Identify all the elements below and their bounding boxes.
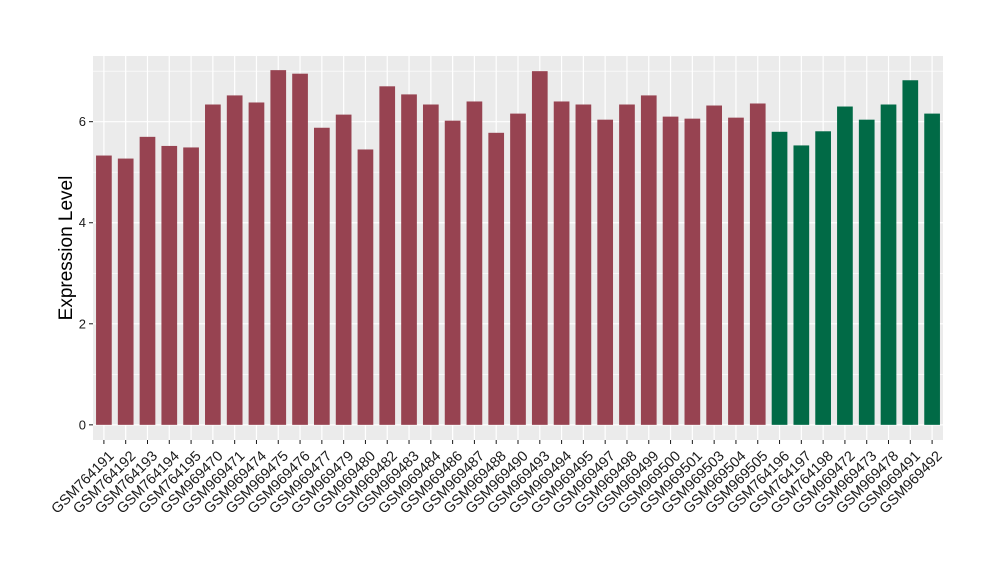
bar <box>270 70 287 425</box>
bar <box>706 105 722 425</box>
bar <box>422 104 439 425</box>
bar <box>183 147 199 425</box>
y-tick-label: 4 <box>79 215 86 230</box>
x-axis: GSM764191GSM764192GSM764193GSM764194GSM7… <box>49 440 946 517</box>
bar <box>662 116 679 425</box>
bar <box>728 117 744 425</box>
bar <box>314 127 330 425</box>
bar <box>292 73 308 425</box>
bar <box>553 101 570 425</box>
bar <box>924 113 940 425</box>
bar <box>96 155 112 425</box>
bar <box>510 113 526 425</box>
bar <box>488 132 505 425</box>
bar <box>597 119 614 425</box>
bar <box>640 95 657 425</box>
bar <box>226 95 243 425</box>
bar <box>902 80 919 425</box>
bars <box>96 70 940 425</box>
bar <box>139 136 156 425</box>
y-tick-label: 6 <box>79 114 86 129</box>
bar <box>401 94 417 425</box>
bar <box>531 71 548 425</box>
bar <box>619 104 635 425</box>
y-axis-title: Expression Level <box>56 176 77 321</box>
bar <box>335 114 352 425</box>
bar <box>815 131 831 425</box>
bar <box>205 104 221 425</box>
bar <box>117 158 134 425</box>
bar <box>575 104 592 425</box>
bar <box>793 145 810 425</box>
bar <box>444 120 461 425</box>
bar <box>684 118 701 425</box>
y-axis: 0 2 4 6 <box>79 114 93 432</box>
bar <box>161 145 178 425</box>
bar <box>749 103 766 425</box>
bar <box>466 101 483 425</box>
bar <box>771 131 788 425</box>
y-tick-label: 0 <box>79 417 86 432</box>
bar <box>858 119 875 425</box>
bar <box>248 102 265 425</box>
bar <box>357 149 374 425</box>
bar <box>379 86 396 425</box>
bar <box>880 104 897 425</box>
bar <box>837 106 853 425</box>
y-tick-label: 2 <box>79 316 86 331</box>
